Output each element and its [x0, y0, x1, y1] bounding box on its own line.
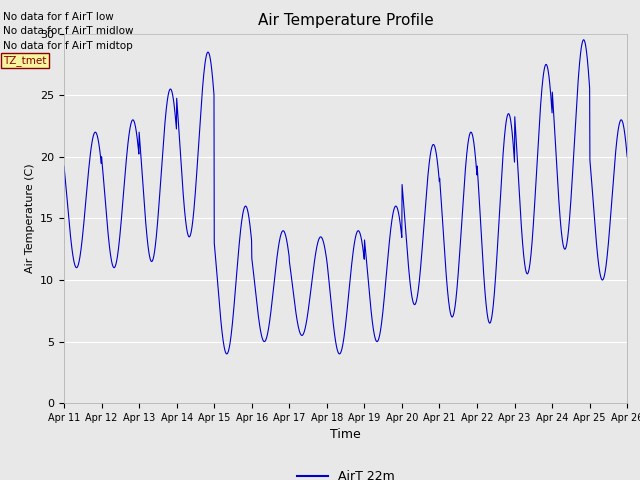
Y-axis label: Air Temperature (C): Air Temperature (C) — [24, 164, 35, 273]
Text: No data for f AirT midtop: No data for f AirT midtop — [3, 41, 133, 51]
Legend: AirT 22m: AirT 22m — [292, 465, 399, 480]
Text: TZ_tmet: TZ_tmet — [3, 55, 47, 66]
Text: No data for f AirT midlow: No data for f AirT midlow — [3, 26, 134, 36]
X-axis label: Time: Time — [330, 429, 361, 442]
Text: No data for f AirT low: No data for f AirT low — [3, 12, 114, 22]
Title: Air Temperature Profile: Air Temperature Profile — [258, 13, 433, 28]
